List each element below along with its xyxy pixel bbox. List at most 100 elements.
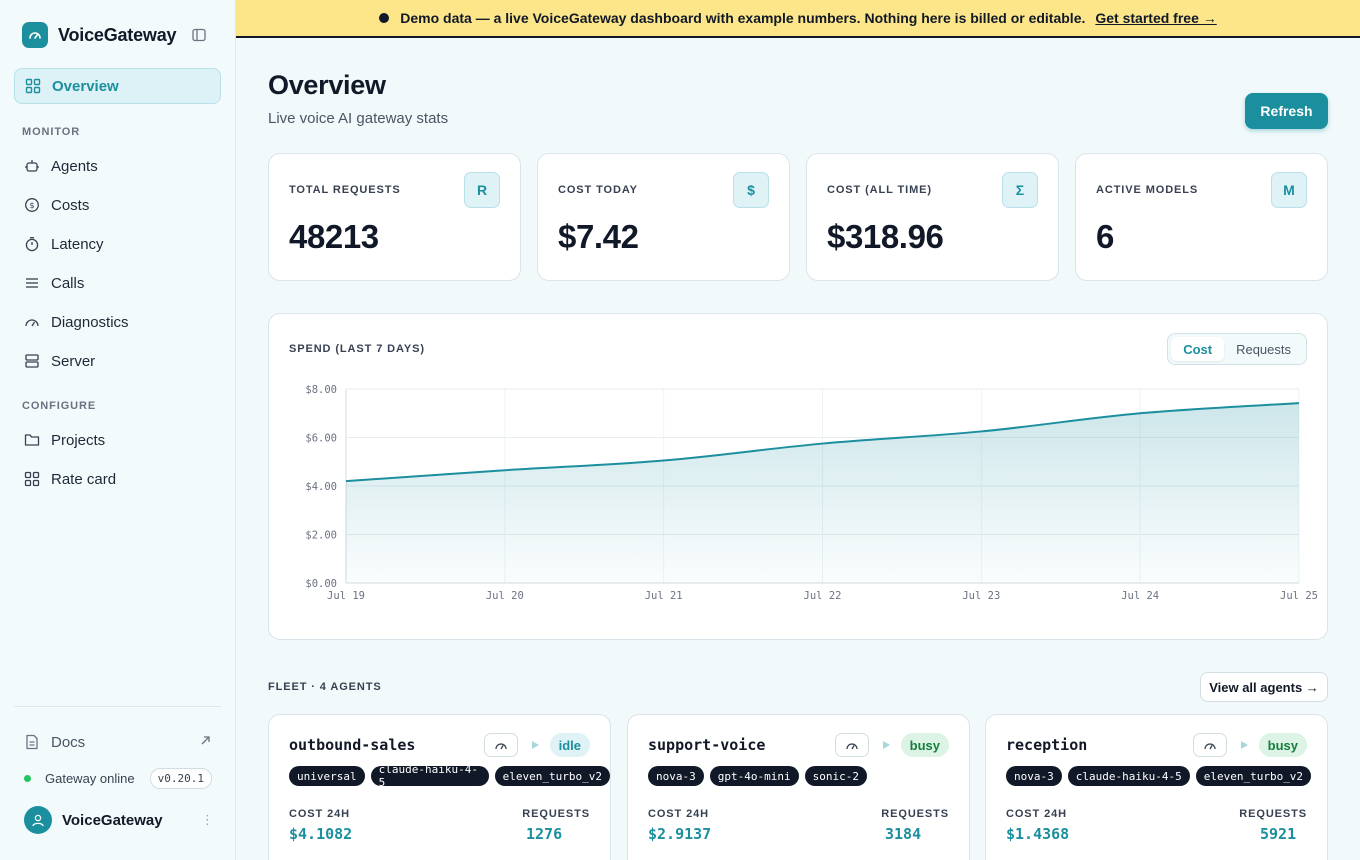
y-tick-label: $8.00 [305,384,337,396]
stat-badge-icon: R [464,172,500,208]
user-menu[interactable]: VoiceGateway ⋮ [24,806,214,834]
sidebar-item-latency[interactable]: Latency [14,226,221,262]
y-tick-label: $6.00 [305,433,337,445]
server-icon [24,353,40,369]
cost-label: COST 24H [289,808,350,820]
requests-label: REQUESTS [881,808,949,820]
agent-name: reception [1006,736,1088,754]
diagnostics-button[interactable] [1192,733,1227,757]
sidebar-item-label: Projects [51,431,106,449]
stat-badge-icon: Σ [1002,172,1038,208]
model-chip: nova-3 [648,766,704,786]
requests-label: REQUESTS [522,808,590,820]
sidebar-item-docs[interactable]: Docs [14,724,221,760]
stat-card-active-models: ACTIVE MODELS M 6 [1075,153,1328,281]
external-link-icon [200,734,211,749]
brand[interactable]: VoiceGateway [22,22,177,48]
page-title: Overview [268,70,386,100]
brand-name: VoiceGateway [58,24,177,45]
status-dot [24,775,31,782]
grid-icon [24,471,40,487]
sidebar-item-label: Diagnostics [51,313,129,331]
fleet-title: FLEET · 4 AGENTS [268,681,382,693]
x-tick-label: Jul 25 [1280,590,1318,602]
version-badge: v0.20.1 [149,768,212,789]
agent-card[interactable]: support-voice busy nova-3 gpt-4o-mini so… [627,714,970,860]
agent-controls: idle [483,733,590,757]
sidebar-item-label: Server [51,352,96,370]
stat-card-cost-today: COST TODAY $ $7.42 [537,153,790,281]
model-chip: claude-haiku-4-5 [370,763,489,789]
gauge-logo-icon [22,22,48,48]
model-chip: eleven_turbo_v2 [1195,766,1312,786]
play-icon[interactable] [875,733,897,757]
model-chips: universal claude-haiku-4-5 eleven_turbo_… [289,763,610,789]
x-tick-label: Jul 24 [1121,590,1159,602]
status-badge: idle [549,733,590,757]
robot-icon [24,158,40,174]
sidebar-item-calls[interactable]: Calls [14,265,221,301]
toggle-requests[interactable]: Requests [1236,341,1291,357]
diagnostics-button[interactable] [483,733,518,757]
sidebar-item-overview[interactable]: Overview [14,68,221,104]
svg-text:$: $ [29,201,34,210]
agent-name: support-voice [648,736,766,754]
agent-name: outbound-sales [289,736,416,754]
get-started-link[interactable]: Get started free → [1095,10,1217,26]
sidebar-toggle-icon[interactable] [192,28,206,42]
section-monitor: MONITOR [22,126,81,138]
cost-label: COST 24H [648,808,709,820]
status-badge: busy [900,733,949,757]
x-tick-label: Jul 22 [804,590,842,602]
stat-badge-icon: $ [733,172,769,208]
sidebar-item-costs[interactable]: $ Costs [14,187,221,223]
play-icon[interactable] [524,733,546,757]
status-badge: busy [1258,733,1307,757]
model-chip: sonic-2 [804,766,867,786]
diagnostics-button[interactable] [834,733,869,757]
banner-text: Demo data — a live VoiceGateway dashboar… [400,10,1086,26]
sidebar-item-rate-card[interactable]: Rate card [14,461,221,497]
cost-value: $2.9137 [648,825,712,843]
stat-label: COST TODAY [558,184,638,196]
model-chips: nova-3 gpt-4o-mini sonic-2 [648,766,867,786]
x-tick-label: Jul 19 [327,590,365,602]
requests-value: 5921 [1260,825,1297,843]
avatar [24,806,52,834]
model-chip: universal [289,766,365,786]
model-chip: nova-3 [1006,766,1062,786]
refresh-button[interactable]: Refresh [1245,93,1328,129]
coin-icon: $ [24,197,40,213]
agent-controls: busy [1192,733,1307,757]
y-tick-label: $2.00 [305,530,337,542]
stat-badge-icon: M [1271,172,1307,208]
agent-card[interactable]: outbound-sales idle universal claude-hai… [268,714,611,860]
document-icon [24,734,40,750]
stat-label: COST (ALL TIME) [827,184,932,196]
sidebar-item-agents[interactable]: Agents [14,148,221,184]
sidebar-item-projects[interactable]: Projects [14,422,221,458]
stat-card-total-requests: TOTAL REQUESTS R 48213 [268,153,521,281]
gateway-status: Gateway online v0.20.1 [24,768,212,789]
sidebar-item-diagnostics[interactable]: Diagnostics [14,304,221,340]
sidebar-item-label: Costs [51,196,90,214]
view-all-agents-button[interactable]: View all agents → [1200,672,1328,702]
stopwatch-icon [24,236,40,252]
requests-label: REQUESTS [1239,808,1307,820]
cost-label: COST 24H [1006,808,1067,820]
sidebar-item-label: Calls [51,274,85,292]
play-icon[interactable] [1233,733,1255,757]
sidebar-item-label: Latency [51,235,104,253]
chart-title: SPEND (LAST 7 DAYS) [289,343,425,355]
stat-value: $7.42 [558,218,639,255]
status-text: Gateway online [45,771,135,786]
agent-card[interactable]: reception busy nova-3 claude-haiku-4-5 e… [985,714,1328,860]
sidebar-divider [14,706,221,707]
x-tick-label: Jul 20 [486,590,524,602]
gauge-icon [1204,743,1216,750]
toggle-cost[interactable]: Cost [1171,337,1225,361]
sidebar-item-server[interactable]: Server [14,343,221,379]
x-tick-label: Jul 21 [645,590,683,602]
x-tick-label: Jul 23 [962,590,1000,602]
more-vertical-icon[interactable]: ⋮ [201,812,214,827]
